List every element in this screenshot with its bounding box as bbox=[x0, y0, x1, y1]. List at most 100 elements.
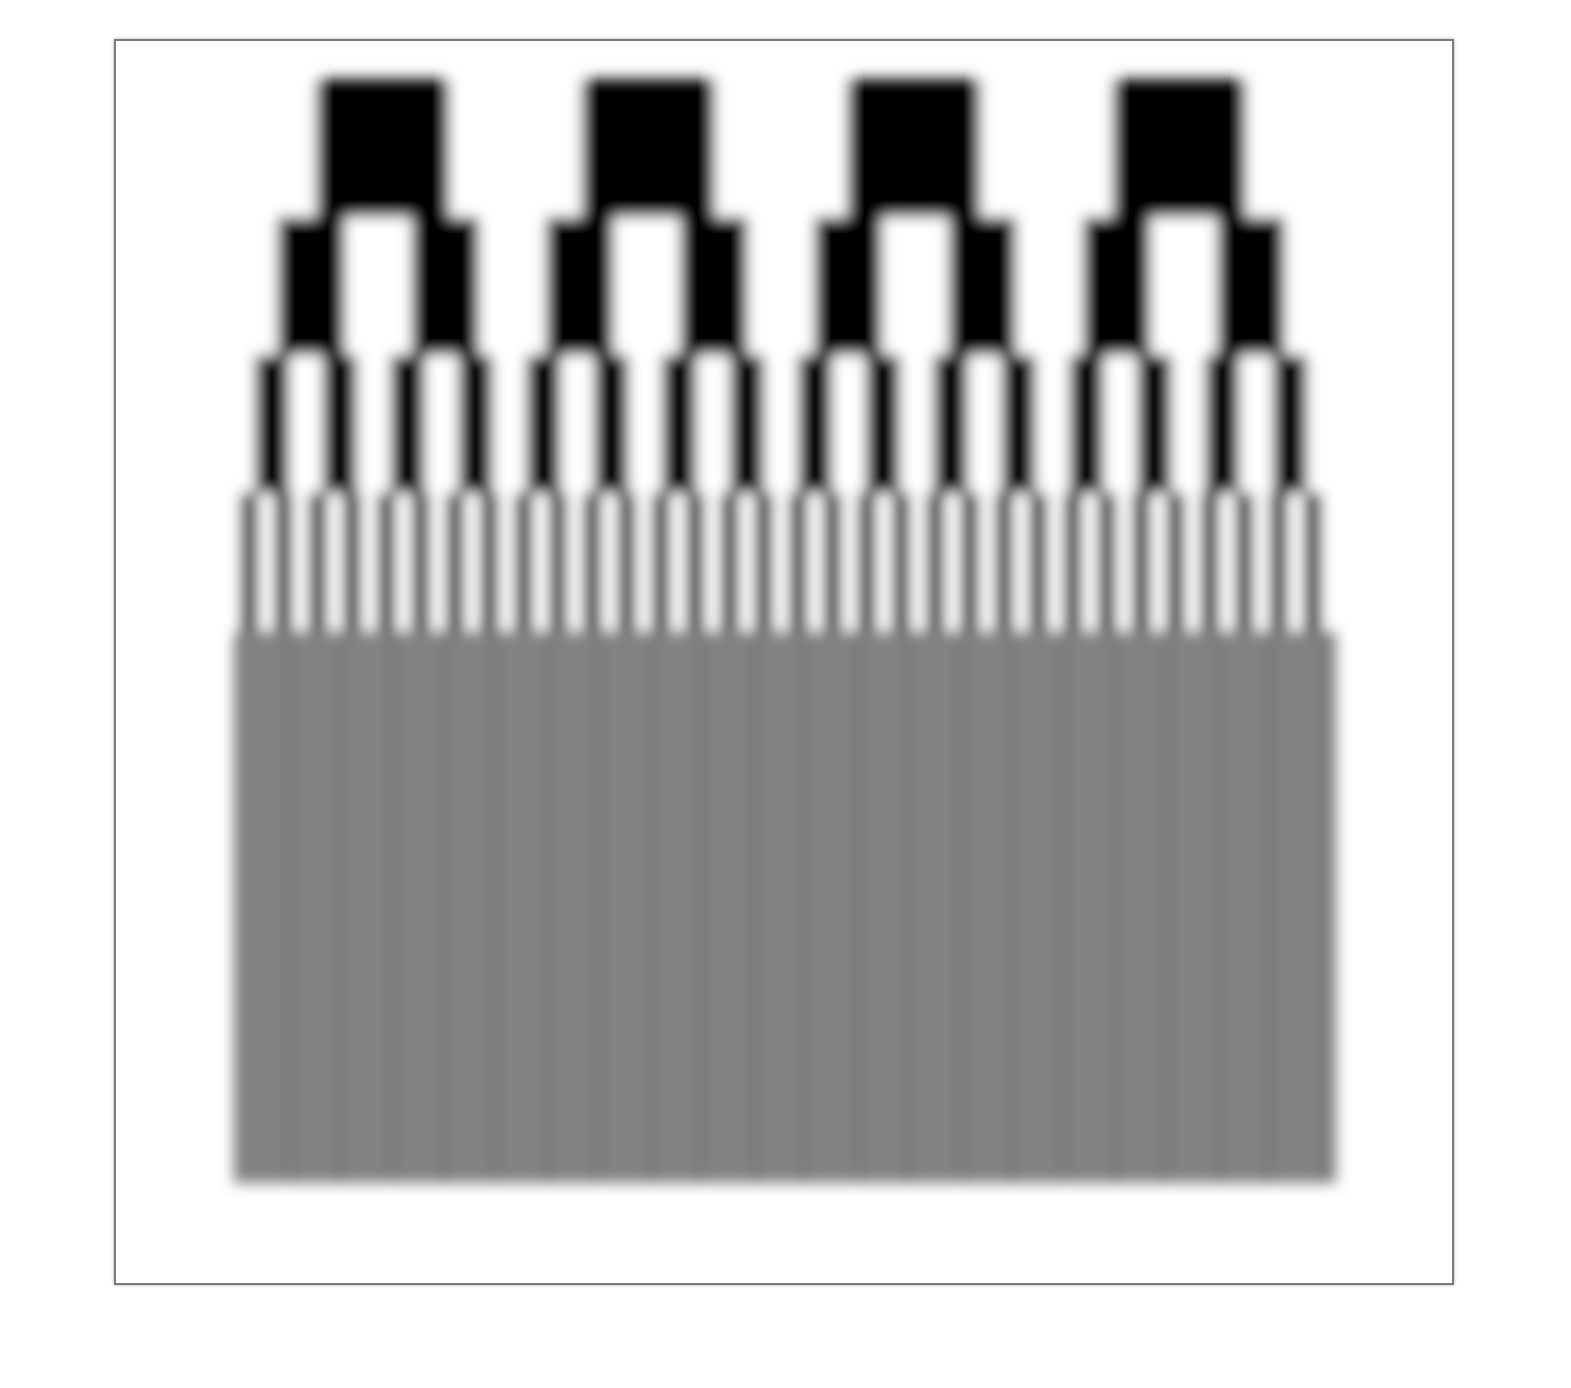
pattern-residual-stripe bbox=[1232, 907, 1240, 1045]
pattern-residual-stripe bbox=[922, 1045, 930, 1183]
pattern-bar bbox=[1029, 493, 1047, 631]
pattern-bar bbox=[892, 493, 910, 631]
pattern-residual-stripe bbox=[1146, 631, 1154, 769]
pattern-residual-stripe bbox=[819, 1045, 827, 1183]
pattern-residual-stripe bbox=[337, 907, 345, 1045]
pattern-residual-stripe bbox=[1318, 907, 1326, 1045]
pattern-residual-stripe bbox=[1043, 907, 1051, 1045]
pattern-residual-stripe bbox=[1198, 907, 1206, 1045]
pattern-residual-stripe bbox=[285, 1045, 293, 1183]
pattern-residual-stripe bbox=[406, 769, 414, 907]
pattern-residual-stripe bbox=[285, 907, 293, 1045]
pattern-residual-stripe bbox=[251, 1045, 259, 1183]
pattern-bar bbox=[814, 217, 882, 355]
pattern-residual-stripe bbox=[475, 631, 482, 769]
pattern-bar bbox=[1235, 493, 1253, 631]
pattern-residual-stripe bbox=[457, 907, 465, 1045]
pattern-residual-stripe bbox=[475, 769, 482, 907]
pattern-residual-stripe bbox=[1267, 631, 1275, 769]
pattern-residual-stripe bbox=[836, 769, 844, 907]
pattern-residual-stripe bbox=[647, 907, 655, 1045]
pattern-row bbox=[234, 1045, 1336, 1183]
pattern-residual-stripe bbox=[664, 1045, 672, 1183]
pattern-bar bbox=[1112, 79, 1246, 217]
pattern-residual-stripe bbox=[802, 769, 810, 907]
pattern-residual-stripe bbox=[1181, 907, 1188, 1045]
pattern-residual-stripe bbox=[268, 1045, 276, 1183]
pattern-bar bbox=[680, 217, 748, 355]
pattern-residual-stripe bbox=[251, 907, 259, 1045]
pattern-residual-stripe bbox=[526, 1045, 534, 1183]
pattern-bar bbox=[1137, 355, 1172, 493]
pattern-residual-stripe bbox=[302, 907, 310, 1045]
pattern-residual-stripe bbox=[785, 631, 792, 769]
pattern-residual-stripe bbox=[1215, 1045, 1223, 1183]
resolution-pattern bbox=[232, 79, 1336, 1183]
pattern-residual-stripe bbox=[871, 769, 878, 907]
pattern-residual-stripe bbox=[1284, 769, 1292, 907]
pattern-residual-stripe bbox=[1008, 769, 1016, 907]
pattern-residual-stripe bbox=[440, 631, 448, 769]
pattern-bar bbox=[581, 79, 715, 217]
pattern-residual-stripe bbox=[802, 1045, 810, 1183]
pattern-residual-stripe bbox=[457, 1045, 465, 1183]
pattern-residual-stripe bbox=[905, 907, 913, 1045]
pattern-bar bbox=[446, 493, 464, 631]
pattern-residual-stripe bbox=[371, 1045, 379, 1183]
pattern-residual-stripe bbox=[423, 1045, 431, 1183]
pattern-bar bbox=[1269, 493, 1288, 631]
pattern-residual-stripe bbox=[320, 769, 327, 907]
pattern-residual-stripe bbox=[1249, 769, 1257, 907]
pattern-bar bbox=[948, 217, 1016, 355]
pattern-residual-stripe bbox=[561, 907, 569, 1045]
pattern-residual-stripe bbox=[1043, 1045, 1051, 1183]
pattern-residual-stripe bbox=[543, 907, 551, 1045]
pattern-residual-stripe bbox=[957, 1045, 965, 1183]
pattern-residual-stripe bbox=[853, 769, 861, 907]
pattern-residual-stripe bbox=[1318, 1045, 1326, 1183]
pattern-residual-stripe bbox=[647, 769, 655, 907]
pattern-residual-stripe bbox=[440, 907, 448, 1045]
pattern-residual-stripe bbox=[802, 631, 810, 769]
pattern-residual-stripe bbox=[423, 907, 431, 1045]
pattern-residual-stripe bbox=[939, 631, 947, 769]
pattern-residual-stripe bbox=[371, 907, 379, 1045]
pattern-residual-stripe bbox=[1146, 907, 1154, 1045]
pattern-residual-stripe bbox=[475, 1045, 482, 1183]
pattern-residual-stripe bbox=[1112, 631, 1120, 769]
pattern-bar bbox=[652, 493, 670, 631]
pattern-residual-stripe bbox=[750, 769, 758, 907]
pattern-residual-stripe bbox=[939, 769, 947, 907]
pattern-residual-stripe bbox=[750, 631, 758, 769]
pattern-residual-stripe bbox=[234, 631, 241, 769]
pattern-residual-stripe bbox=[1060, 631, 1068, 769]
pattern-residual-stripe bbox=[285, 769, 293, 907]
pattern-bar bbox=[1217, 217, 1285, 355]
pattern-residual-stripe bbox=[1301, 1045, 1309, 1183]
pattern-residual-stripe bbox=[1112, 907, 1120, 1045]
pattern-residual-stripe bbox=[991, 1045, 999, 1183]
pattern-residual-stripe bbox=[1077, 907, 1085, 1045]
pattern-residual-stripe bbox=[509, 1045, 517, 1183]
pattern-residual-stripe bbox=[1129, 631, 1137, 769]
pattern-residual-stripe bbox=[1129, 769, 1137, 907]
pattern-row bbox=[232, 493, 1330, 631]
pattern-residual-stripe bbox=[475, 907, 482, 1045]
pattern-residual-stripe bbox=[234, 1045, 241, 1183]
pattern-residual-stripe bbox=[1060, 907, 1068, 1045]
pattern-residual-stripe bbox=[1284, 907, 1292, 1045]
pattern-row bbox=[234, 631, 1336, 769]
pattern-residual-stripe bbox=[320, 1045, 327, 1183]
pattern-residual-stripe bbox=[1094, 769, 1102, 907]
pattern-residual-stripe bbox=[716, 907, 724, 1045]
pattern-residual-stripe bbox=[423, 631, 431, 769]
pattern-residual-stripe bbox=[354, 1045, 362, 1183]
pattern-residual-stripe bbox=[1026, 1045, 1033, 1183]
pattern-residual-stripe bbox=[905, 769, 913, 907]
pattern-bar bbox=[662, 355, 697, 493]
pattern-residual-stripe bbox=[716, 769, 724, 907]
pattern-residual-stripe bbox=[561, 769, 569, 907]
pattern-residual-stripe bbox=[406, 907, 414, 1045]
pattern-residual-stripe bbox=[492, 907, 500, 1045]
pattern-row bbox=[250, 79, 1312, 217]
